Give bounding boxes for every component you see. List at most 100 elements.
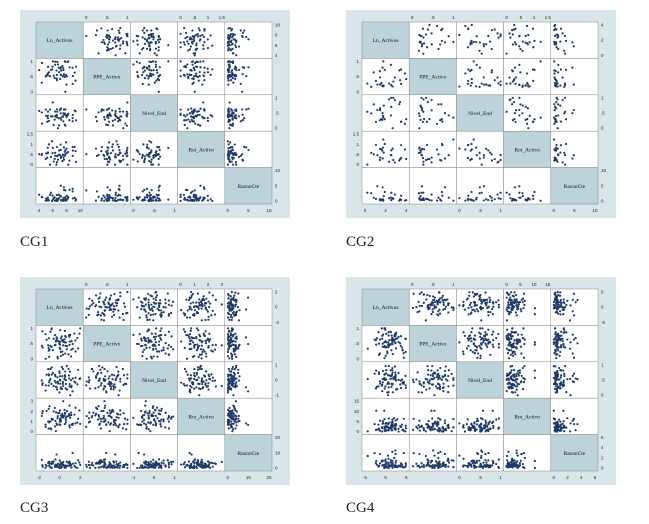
data-point	[430, 43, 433, 46]
variable-label: RazonCte	[564, 184, 586, 190]
data-point	[54, 411, 58, 414]
data-point	[563, 49, 566, 52]
data-point	[65, 194, 69, 197]
data-point	[47, 464, 51, 467]
data-point	[152, 347, 155, 351]
data-point	[563, 154, 567, 157]
data-point	[108, 380, 111, 383]
data-point	[164, 426, 167, 429]
data-point	[226, 115, 229, 118]
data-point	[475, 146, 478, 149]
data-point	[533, 68, 536, 72]
data-point	[386, 466, 389, 469]
data-point	[126, 466, 129, 469]
data-point	[234, 305, 237, 308]
data-point	[68, 119, 71, 122]
x-tick-label: -1	[131, 475, 135, 480]
data-point	[491, 343, 494, 346]
data-point	[183, 346, 186, 350]
data-point	[497, 36, 500, 39]
data-point	[470, 77, 473, 81]
data-point	[422, 465, 425, 468]
data-point	[148, 140, 151, 143]
data-point	[136, 160, 139, 163]
data-point	[572, 45, 575, 48]
data-point	[381, 426, 384, 430]
data-point	[155, 68, 158, 72]
data-point	[193, 464, 196, 467]
data-point	[226, 387, 230, 390]
data-point	[232, 153, 235, 157]
data-point	[115, 365, 118, 369]
data-point	[146, 143, 149, 146]
data-point	[442, 382, 445, 385]
data-point	[91, 367, 94, 371]
data-point	[510, 349, 513, 352]
data-point	[116, 301, 119, 305]
data-point	[444, 427, 447, 430]
data-point	[118, 466, 121, 469]
data-point	[68, 370, 71, 373]
data-point	[421, 156, 425, 160]
data-point	[147, 83, 150, 86]
x-tick-label: 4	[405, 208, 408, 213]
data-point	[463, 464, 467, 467]
data-point	[374, 120, 378, 123]
data-point	[147, 461, 150, 464]
data-point	[507, 357, 511, 360]
data-point	[473, 466, 476, 469]
data-point	[56, 63, 60, 66]
data-point	[50, 460, 53, 463]
data-point	[98, 305, 101, 308]
data-point	[211, 294, 215, 297]
data-point	[562, 409, 565, 412]
data-point	[189, 297, 192, 300]
data-point	[507, 301, 510, 304]
data-point	[426, 423, 429, 426]
data-point	[154, 65, 157, 68]
data-point	[524, 34, 527, 38]
data-point	[170, 311, 173, 315]
data-point	[510, 386, 513, 389]
data-point	[190, 347, 193, 350]
scatter-cell	[408, 94, 457, 132]
x-tick-label: 20	[266, 475, 272, 480]
data-point	[152, 199, 155, 202]
data-point	[186, 188, 189, 192]
data-point	[401, 429, 404, 432]
data-point	[170, 463, 173, 466]
data-point	[170, 335, 173, 338]
scatter-cell	[550, 21, 599, 59]
data-point	[104, 404, 107, 407]
data-point	[568, 347, 572, 350]
data-point	[557, 114, 560, 117]
x-tick-label: 0	[179, 15, 182, 20]
data-point	[497, 306, 500, 309]
data-point	[211, 309, 214, 312]
data-point	[192, 75, 196, 78]
data-point	[555, 96, 558, 99]
data-point	[228, 302, 231, 305]
data-point	[520, 452, 523, 456]
data-point	[418, 304, 421, 307]
data-point	[228, 101, 231, 104]
data-point	[203, 374, 206, 377]
data-point	[496, 76, 499, 79]
data-point	[463, 430, 467, 433]
data-point	[227, 73, 230, 77]
data-point	[381, 460, 384, 463]
data-point	[167, 60, 170, 63]
data-point	[559, 369, 562, 372]
data-point	[228, 127, 231, 130]
data-point	[553, 337, 557, 340]
data-point	[490, 159, 494, 162]
data-point	[143, 69, 146, 72]
data-point	[96, 314, 99, 317]
data-point	[154, 312, 157, 316]
data-point	[230, 370, 233, 373]
data-point	[418, 429, 421, 432]
data-point	[389, 426, 392, 429]
data-point	[516, 304, 519, 307]
data-point	[398, 199, 401, 202]
data-point	[558, 294, 562, 297]
